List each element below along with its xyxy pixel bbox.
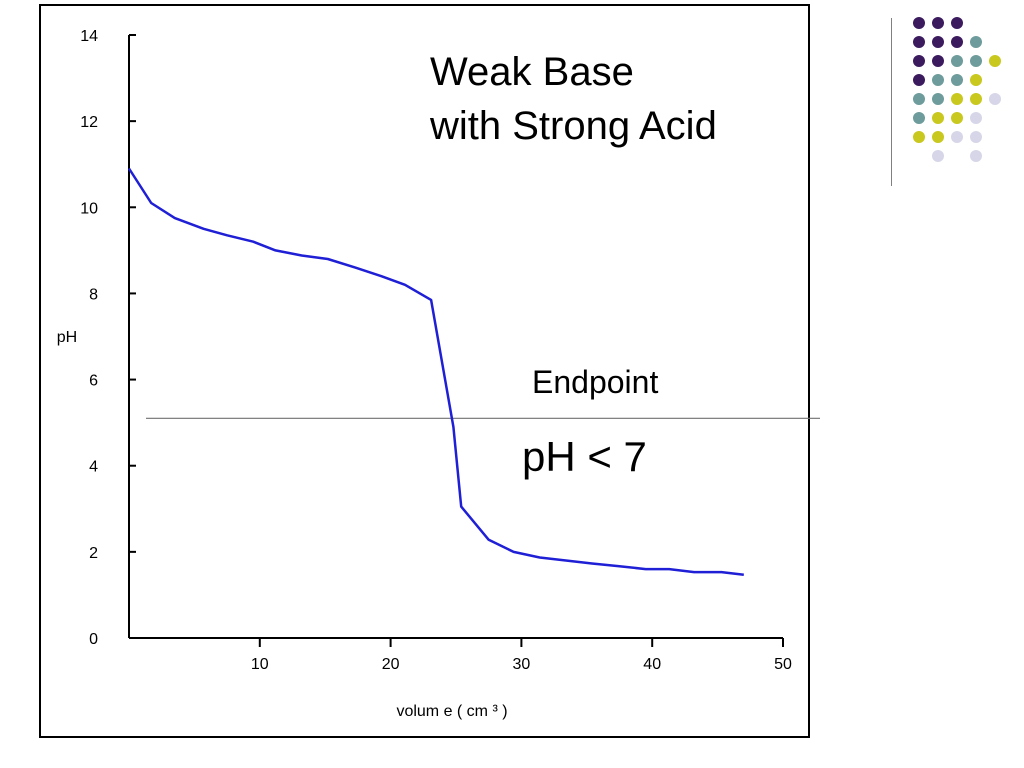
decorative-dot <box>951 112 963 124</box>
y-tick-label: 0 <box>89 631 98 648</box>
decorative-dot <box>970 93 982 105</box>
decorative-dot <box>932 36 944 48</box>
titration-curve <box>127 167 744 576</box>
x-tick-label: 50 <box>774 656 792 673</box>
decorative-dot <box>932 112 944 124</box>
endpoint-label: Endpoint <box>532 364 659 400</box>
decorative-dot <box>970 55 982 67</box>
decorative-dot <box>913 74 925 86</box>
decorative-dot <box>951 36 963 48</box>
decorative-dot <box>932 93 944 105</box>
y-tick-label: 4 <box>89 459 98 476</box>
decorative-dot <box>970 112 982 124</box>
decorative-dot <box>932 55 944 67</box>
chart-title-line-2: with Strong Acid <box>430 104 717 148</box>
y-axis-label: pH <box>57 329 77 346</box>
decorative-dot <box>951 74 963 86</box>
decorative-dot <box>951 131 963 143</box>
decorative-dot <box>913 112 925 124</box>
decorative-divider <box>891 18 892 186</box>
decorative-dot <box>970 36 982 48</box>
decorative-dot <box>913 131 925 143</box>
x-axis-label: volum e ( cm ³ ) <box>396 703 507 720</box>
y-tick-label: 14 <box>80 28 98 45</box>
decorative-dot <box>913 36 925 48</box>
decorative-dot <box>913 93 925 105</box>
chart-title-line-1: Weak Base <box>430 50 634 94</box>
decorative-dot <box>951 55 963 67</box>
x-tick-label: 30 <box>513 656 531 673</box>
decorative-dot <box>913 17 925 29</box>
y-tick-label: 8 <box>89 286 98 303</box>
y-tick-label: 2 <box>89 545 98 562</box>
decorative-dot <box>932 74 944 86</box>
decorative-dot <box>951 17 963 29</box>
y-tick-label: 10 <box>80 200 98 217</box>
decorative-dot <box>970 131 982 143</box>
decorative-dot <box>932 17 944 29</box>
decorative-dot <box>932 131 944 143</box>
decorative-dot <box>951 93 963 105</box>
decorative-dot <box>989 55 1001 67</box>
ph-condition-annotation: pH < 7 <box>522 433 647 480</box>
x-tick-label: 20 <box>382 656 400 673</box>
decorative-dot <box>989 93 1001 105</box>
y-tick-label: 12 <box>80 114 98 131</box>
chart-frame <box>39 4 810 738</box>
y-tick-label: 6 <box>89 373 98 390</box>
x-tick-label: 10 <box>251 656 269 673</box>
decorative-dot <box>913 55 925 67</box>
decorative-dot <box>970 74 982 86</box>
x-tick-label: 40 <box>643 656 661 673</box>
decorative-dot <box>932 150 944 162</box>
decorative-dot <box>970 150 982 162</box>
